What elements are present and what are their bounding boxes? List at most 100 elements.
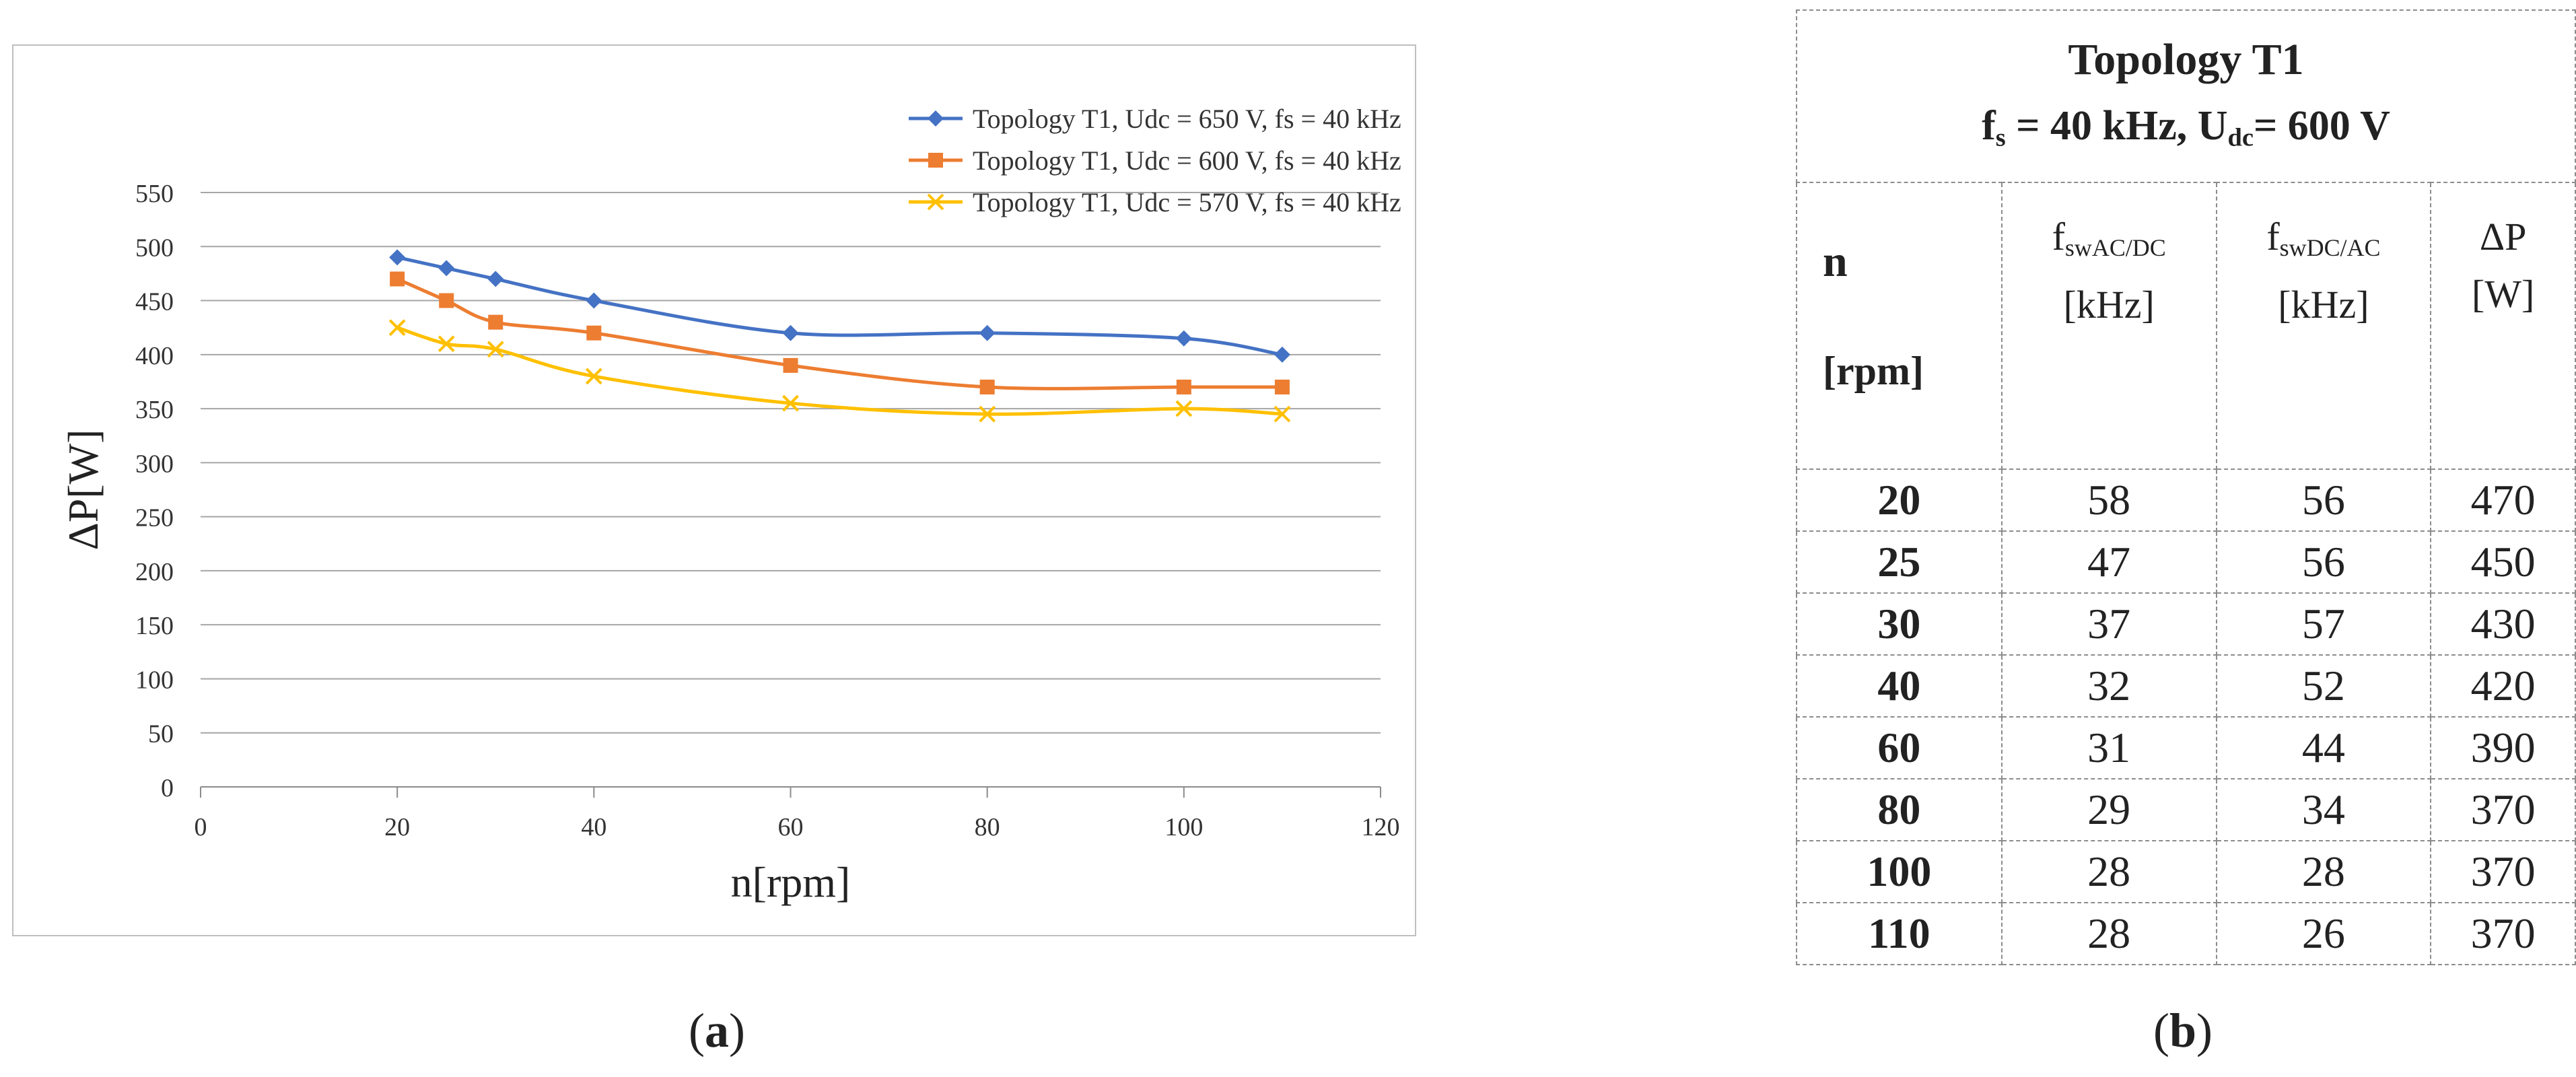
cell-fsw-dcac: 34: [2215, 778, 2432, 841]
data-point-square: [1274, 379, 1290, 394]
data-point-square: [439, 293, 454, 308]
data-point-diamond: [928, 110, 944, 127]
table-title-cell: Topology T1 fs = 40 kHz, Udc= 600 V: [1796, 9, 2576, 183]
legend-label: Topology T1, Udc = 600 V, fs = 40 kHz: [973, 145, 1401, 176]
x-axis-title: n[rpm]: [731, 858, 851, 906]
cell-fsw-dcac: 28: [2215, 840, 2432, 903]
data-point-diamond: [1175, 330, 1192, 347]
cell-delta-p: 390: [2430, 716, 2576, 779]
cell-rpm: 110: [1796, 902, 2003, 965]
table-title-row: Topology T1 fs = 40 kHz, Udc= 600 V: [1796, 9, 2576, 183]
cell-rpm: 30: [1796, 592, 2003, 656]
cell-delta-p: 470: [2430, 468, 2576, 532]
y-axis-title: ΔP[W]: [59, 429, 107, 551]
x-tick-label: 60: [778, 813, 804, 841]
chart-svg: 0 50 100 150 200 250 300 350 400 450 500 550 0 20 40 60…: [59, 104, 1401, 906]
cell-fsw-acdc: 28: [2000, 902, 2217, 965]
table-row: 60 31 44 390: [1796, 716, 2576, 779]
cell-delta-p: 430: [2430, 592, 2576, 656]
data-point-diamond: [438, 260, 455, 277]
y-tick-label: 400: [135, 342, 174, 370]
cell-fsw-dcac: 26: [2215, 902, 2432, 965]
y-tick-label: 150: [135, 612, 174, 640]
cell-fsw-dcac: 57: [2215, 592, 2432, 656]
table-row: 80 29 34 370: [1796, 778, 2576, 841]
table-body: 20 58 56 470 25 47 56 450 30 37 57 430 40 32 52 420 60 31…: [1796, 468, 2576, 965]
data-point-cross: [1274, 405, 1291, 423]
header-delta-p: ΔP [W]: [2430, 182, 2576, 470]
data-point-cross: [487, 341, 504, 358]
y-tick-label: 200: [135, 558, 174, 586]
line-chart-panel: 0 50 100 150 200 250 300 350 400 450 500 550 0 20 40 60…: [12, 44, 1416, 936]
data-point-square: [783, 357, 798, 373]
header-fsw-dcac: fswDC/AC [kHz]: [2215, 182, 2432, 470]
x-tick-label: 120: [1362, 813, 1400, 841]
data-point-cross: [927, 193, 944, 211]
data-point-square: [390, 271, 405, 287]
cell-rpm: 80: [1796, 778, 2003, 841]
cell-fsw-acdc: 31: [2000, 716, 2217, 779]
cell-fsw-acdc: 37: [2000, 592, 2217, 656]
y-tick-label: 550: [135, 180, 174, 208]
cell-fsw-dcac: 56: [2215, 468, 2432, 532]
cell-fsw-acdc: 58: [2000, 468, 2217, 532]
cell-fsw-acdc: 47: [2000, 530, 2217, 594]
data-point-diamond: [979, 324, 996, 341]
series-line: [396, 255, 1283, 357]
y-tick-label: 450: [135, 288, 174, 316]
y-tick-label: 50: [148, 720, 174, 749]
caption-b: (b): [2153, 1004, 2213, 1057]
data-point-diamond: [586, 292, 602, 309]
x-tick-label: 40: [581, 813, 606, 841]
x-tick-label: 0: [195, 813, 207, 841]
x-tick-label: 80: [975, 813, 1000, 841]
y-tick-label: 250: [135, 504, 174, 532]
data-point-cross: [388, 319, 406, 337]
data-point-cross: [782, 394, 799, 412]
cell-delta-p: 370: [2430, 902, 2576, 965]
y-tick-label: 350: [135, 396, 174, 424]
cell-delta-p: 450: [2430, 530, 2576, 594]
cell-rpm: 60: [1796, 716, 2003, 779]
x-tick-label: 20: [384, 813, 410, 841]
data-point-square: [488, 314, 503, 330]
cell-rpm: 25: [1796, 530, 2003, 594]
table-row: 30 37 57 430: [1796, 592, 2576, 656]
data-point-square: [586, 325, 602, 341]
table-row: 40 32 52 420: [1796, 654, 2576, 718]
table-header-row: n [rpm] fswAC/DC [kHz] fswDC/AC [kHz] ΔP…: [1796, 182, 2576, 470]
cell-rpm: 20: [1796, 468, 2003, 532]
cell-fsw-dcac: 52: [2215, 654, 2432, 718]
data-point-cross: [438, 335, 455, 353]
y-tick-label: 100: [135, 666, 174, 694]
y-tick-label: 0: [161, 774, 174, 802]
header-n: n [rpm]: [1796, 182, 2003, 470]
data-table: Topology T1 fs = 40 kHz, Udc= 600 V n [r…: [1796, 9, 2576, 965]
cell-fsw-acdc: 32: [2000, 654, 2217, 718]
table-row: 20 58 56 470: [1796, 468, 2576, 532]
cell-fsw-dcac: 56: [2215, 530, 2432, 594]
legend-label: Topology T1, Udc = 570 V, fs = 40 kHz: [973, 187, 1401, 217]
data-point-diamond: [782, 324, 799, 341]
y-tick-label: 500: [135, 234, 174, 262]
cell-fsw-acdc: 29: [2000, 778, 2217, 841]
table-row: 100 28 28 370: [1796, 840, 2576, 903]
table-row: 25 47 56 450: [1796, 530, 2576, 594]
legend-label: Topology T1, Udc = 650 V, fs = 40 kHz: [973, 104, 1401, 134]
data-point-diamond: [389, 249, 406, 266]
table-row: 110 28 26 370: [1796, 902, 2576, 965]
x-tick-label: 100: [1164, 813, 1203, 841]
data-point-diamond: [1274, 346, 1290, 363]
table-subtitle: fs = 40 kHz, Udc= 600 V: [1982, 103, 2390, 152]
y-tick-label: 300: [135, 450, 174, 478]
header-fsw-acdc: fswAC/DC [kHz]: [2000, 182, 2217, 470]
cell-rpm: 100: [1796, 840, 2003, 903]
cell-fsw-acdc: 28: [2000, 840, 2217, 903]
data-point-cross: [979, 405, 996, 423]
cell-delta-p: 370: [2430, 840, 2576, 903]
data-point-square: [979, 379, 995, 394]
cell-fsw-dcac: 44: [2215, 716, 2432, 779]
caption-a: (a): [689, 1004, 745, 1057]
data-point-cross: [1175, 400, 1193, 417]
data-point-diamond: [487, 271, 504, 287]
